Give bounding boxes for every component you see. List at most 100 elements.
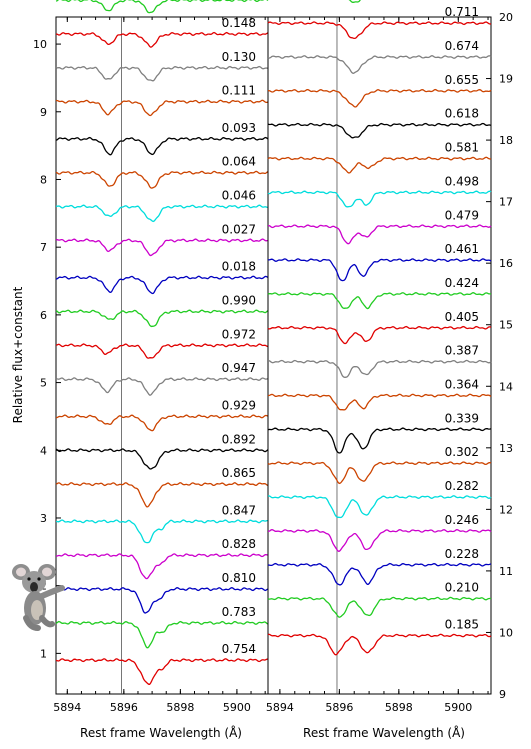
phase-label: 0.892 xyxy=(222,432,256,446)
spectrum-line-0.972 xyxy=(55,343,269,359)
spectrum-line-0.282 xyxy=(267,495,492,519)
phase-label: 0.282 xyxy=(445,479,479,493)
x-tick-label: 5894 xyxy=(53,701,81,714)
spectrum-line-0.148 xyxy=(55,31,269,48)
y-tick-label: 9 xyxy=(499,688,506,701)
phase-label: 0.093 xyxy=(222,121,256,135)
phase-label: 0.618 xyxy=(445,107,479,121)
y-tick-label: 13 xyxy=(499,442,513,455)
spectrum-line-0.185 xyxy=(267,633,492,656)
spectrum-line-0.736 xyxy=(348,0,361,3)
phase-label: 0.185 xyxy=(445,618,479,632)
spectrum-line-0.093 xyxy=(55,136,269,156)
spectrum-line-0.064 xyxy=(55,170,269,189)
phase-label: 0.498 xyxy=(445,174,479,188)
chart-panels: 5894 5896 5898 5900 12 3 4 5 6 7 8 9 10 0.754 0.783 0.8… xyxy=(33,0,513,714)
phase-label: 0.210 xyxy=(445,581,479,595)
spectrum-line-0.618 xyxy=(267,122,492,139)
plot-frame xyxy=(55,16,269,695)
spectrum-line-0.655 xyxy=(267,88,492,108)
spectrum-line-0.424 xyxy=(267,292,492,310)
y-tick-label: 8 xyxy=(40,173,47,186)
phase-label: 0.339 xyxy=(445,411,479,425)
spectrum-line-0.711 xyxy=(267,21,492,40)
phase-label: 0.783 xyxy=(222,605,256,619)
y-tick-label: 12 xyxy=(499,503,513,516)
x-tick-label: 5898 xyxy=(385,701,413,714)
panel-left: 5894589658985900123456789100.7540.7830.8… xyxy=(33,0,269,714)
y-tick-label: 4 xyxy=(40,444,47,457)
y-tick-label: 5 xyxy=(40,377,47,390)
spectrum-line-0.828 xyxy=(55,553,269,580)
x-tick-label: 5896 xyxy=(110,701,138,714)
panel-right: 5894 5896 5898 5900 9 10 11 12 13 14 15 16 17 18 19 20 0… xyxy=(266,0,513,714)
spectrum-line-0.865 xyxy=(55,482,269,508)
y-tick-label: 17 xyxy=(499,196,513,209)
phase-label: 0.711 xyxy=(445,5,479,19)
phase-label: 0.847 xyxy=(222,503,256,517)
spectrum-line-0.027 xyxy=(55,238,269,257)
spectrum-line-0.783 xyxy=(55,620,269,649)
spectrum-line-0.947 xyxy=(55,377,268,396)
x-tick-label: 5896 xyxy=(325,701,353,714)
spectrum-line-0.018 xyxy=(55,275,269,295)
spectrum-line-0.461 xyxy=(267,258,492,282)
phase-label: 0.228 xyxy=(445,547,479,561)
x-axis-label-left: Rest frame Wavelength (Å) xyxy=(80,725,242,740)
spectrum-line-0.405 xyxy=(267,325,492,345)
phase-label: 0.674 xyxy=(445,39,479,53)
phase-label: 0.947 xyxy=(222,361,256,375)
spectrum-line-0.498 xyxy=(267,190,492,208)
x-tick-label: 5894 xyxy=(266,701,294,714)
x-axis-label-right: Rest frame Wavelength (Å) xyxy=(303,725,465,740)
phase-label: 0.655 xyxy=(445,73,479,87)
phase-label: 0.027 xyxy=(222,222,256,236)
phase-label: 0.064 xyxy=(222,155,256,169)
spectrum-line-0.847 xyxy=(56,519,268,544)
y-tick-label: 10 xyxy=(33,38,47,51)
y-tick-label: 6 xyxy=(40,309,47,322)
phase-label: 0.387 xyxy=(445,344,479,358)
phase-label: 0.046 xyxy=(222,189,256,203)
spectrum-line-0.210 xyxy=(267,596,492,618)
spectrum-line-0.479 xyxy=(268,224,492,245)
spectrum-line-0.302 xyxy=(267,461,492,485)
spectrum-line-0.929 xyxy=(56,414,269,432)
phase-label: 0.424 xyxy=(445,276,479,290)
spectrum-line-0.990 xyxy=(55,309,269,328)
spectrum-line-0.228 xyxy=(267,562,492,586)
y-tick-label: 18 xyxy=(499,134,513,147)
spectrum-line-0.130 xyxy=(55,65,269,82)
spectrum-line-0.111 xyxy=(55,99,269,117)
spectrum-line-0.387 xyxy=(268,359,492,378)
y-tick-label: 19 xyxy=(499,73,513,86)
y-tick-label: 14 xyxy=(499,380,513,393)
spectrum-line-0.581 xyxy=(267,156,492,174)
phase-label: 0.148 xyxy=(222,16,256,30)
phase-label: 0.865 xyxy=(222,466,256,480)
spectrum-line-0.046 xyxy=(55,204,269,223)
plot-frame xyxy=(267,16,492,695)
y-tick-label: 15 xyxy=(499,319,513,332)
y-tick-label: 3 xyxy=(40,512,47,525)
phase-label: 0.130 xyxy=(222,50,256,64)
y-tick-label: 16 xyxy=(499,257,513,270)
y-tick-label: 9 xyxy=(40,106,47,119)
spectrum-line-0.339 xyxy=(267,427,492,454)
y-tick-label: 11 xyxy=(499,565,513,578)
phase-label: 0.364 xyxy=(445,378,479,392)
phase-label: 0.405 xyxy=(445,310,479,324)
phase-label: 0.810 xyxy=(222,571,256,585)
spectrum-line-0.754 xyxy=(55,658,269,685)
spectrum-line-0.892 xyxy=(55,448,269,470)
spectrum-line-0.810 xyxy=(55,587,269,614)
phase-label: 0.990 xyxy=(222,293,256,307)
y-tick-label: 1 xyxy=(40,647,47,660)
koala-icon xyxy=(12,564,65,631)
x-tick-label: 5900 xyxy=(444,701,472,714)
phase-label: 0.461 xyxy=(445,242,479,256)
phase-label: 0.111 xyxy=(222,84,256,98)
phase-label: 0.302 xyxy=(445,445,479,459)
x-tick-label: 5900 xyxy=(223,701,251,714)
